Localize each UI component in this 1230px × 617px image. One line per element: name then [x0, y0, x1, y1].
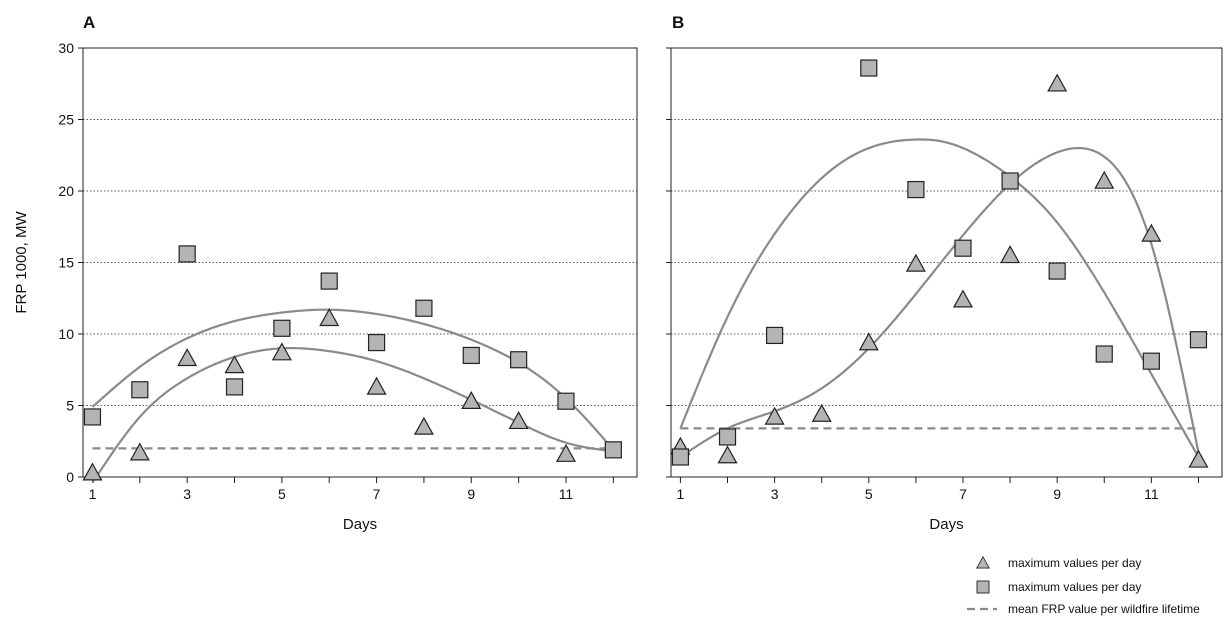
plot-frame	[670, 47, 1223, 478]
x-tick-label: 7	[373, 486, 381, 502]
triangle-point	[717, 445, 738, 464]
y-tick-label: 15	[58, 255, 74, 271]
square-point	[273, 319, 291, 337]
triangle-point	[764, 406, 785, 425]
square-point	[320, 272, 338, 290]
square-point	[225, 378, 244, 396]
trend-curve-square	[679, 138, 1200, 458]
square-point	[1001, 172, 1019, 190]
chart-panel-b: B 1 3 5 7 9 11 Days	[666, 13, 1223, 533]
square-point	[178, 245, 196, 263]
square-point	[1048, 262, 1066, 280]
x-tick-label: 9	[467, 486, 475, 502]
triangle-point	[319, 308, 340, 327]
triangle-point	[1141, 223, 1162, 242]
triangle-point	[905, 253, 926, 272]
x-tick-label: 11	[1144, 486, 1159, 502]
y-axis-label: FRP 1000, MW	[13, 211, 30, 314]
trend-curve-square	[91, 308, 615, 451]
triangle-point	[177, 348, 198, 367]
y-tick-label: 10	[58, 326, 74, 342]
triangle-point	[366, 376, 387, 395]
legend-label: mean FRP value per wildfire lifetime	[1008, 602, 1200, 616]
triangle-point	[461, 390, 482, 410]
square-point	[766, 326, 784, 345]
trend-curve-triangle	[91, 347, 614, 484]
x-tick-label: 3	[183, 486, 191, 502]
x-tick-label: 5	[278, 486, 286, 502]
panel-label: A	[83, 13, 95, 32]
triangle-point	[1000, 245, 1021, 264]
x-tick-label: 9	[1053, 486, 1061, 502]
triangle-point	[811, 403, 832, 422]
legend-label: maximum values per day	[1008, 580, 1141, 594]
x-tick-label: 1	[677, 486, 685, 502]
triangle-point	[858, 332, 879, 351]
y-tick-label: 25	[58, 112, 74, 128]
triangle-point	[952, 289, 974, 308]
square-point	[462, 346, 480, 365]
triangle-point	[1188, 449, 1209, 468]
square-point	[718, 428, 737, 446]
triangle-point	[129, 442, 150, 461]
triangle-point	[508, 410, 529, 430]
square-point	[367, 333, 386, 352]
trend-curve-triangle	[679, 146, 1200, 458]
x-tick-label: 1	[89, 486, 97, 502]
triangle-point	[555, 443, 576, 462]
square-point	[131, 381, 149, 399]
square-point	[604, 441, 622, 459]
square-point	[1095, 345, 1113, 363]
chart-panel-a: A 0 5 10 15 20 25 30 1 3 5 7 9 11 Days FRP 1000, MW	[13, 13, 638, 533]
x-tick-label: 7	[959, 486, 967, 502]
square-point	[907, 180, 925, 199]
triangle-point	[271, 342, 292, 361]
legend-triangle-symbol	[975, 555, 991, 569]
x-axis-label: Days	[343, 516, 377, 533]
square-point	[860, 59, 878, 77]
square-point	[1142, 352, 1160, 370]
x-tick-label: 5	[865, 486, 873, 502]
legend: maximum values per day maximum values per…	[967, 555, 1200, 616]
square-point	[671, 448, 690, 466]
x-tick-label: 3	[771, 486, 779, 502]
panel-label: B	[672, 13, 684, 32]
square-point	[954, 239, 972, 257]
triangle-point	[1047, 73, 1068, 92]
triangle-point	[224, 355, 245, 374]
triangle-point	[413, 416, 434, 435]
x-tick-label: 11	[559, 486, 574, 502]
y-tick-label: 30	[58, 40, 74, 56]
square-point	[557, 392, 575, 410]
x-axis-label: Days	[929, 516, 963, 533]
y-tick-label: 0	[66, 469, 74, 485]
legend-square-symbol	[976, 580, 990, 594]
square-point	[415, 299, 433, 317]
legend-label: maximum values per day	[1008, 556, 1141, 570]
y-tick-label: 20	[58, 183, 74, 199]
square-point	[83, 408, 102, 426]
triangle-point	[82, 462, 103, 481]
y-tick-label: 5	[66, 398, 74, 414]
square-point	[1189, 331, 1208, 349]
square-point	[510, 351, 528, 369]
triangle-point	[1094, 170, 1115, 189]
